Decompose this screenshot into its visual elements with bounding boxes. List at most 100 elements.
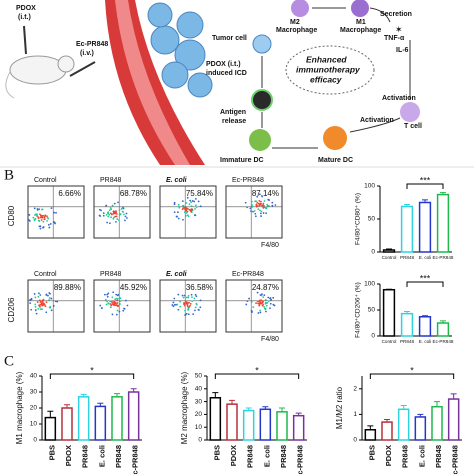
flow-event xyxy=(42,299,44,302)
flow-percent: 6.66% xyxy=(58,189,81,198)
flow-event xyxy=(34,217,37,220)
flow-event xyxy=(182,204,185,207)
flow-event xyxy=(114,298,117,301)
flow-event xyxy=(109,212,112,215)
flow-event xyxy=(50,309,53,312)
flow-event xyxy=(49,223,52,225)
flow-event xyxy=(267,296,270,299)
significance-label: * xyxy=(410,365,414,375)
flow-event xyxy=(260,299,263,302)
flow-percent: 36.58% xyxy=(186,283,213,292)
flow-event xyxy=(194,293,197,296)
bar xyxy=(226,403,238,441)
flow-event xyxy=(34,213,37,216)
flow-event xyxy=(43,303,46,306)
flow-percent: 89.88% xyxy=(54,283,81,292)
flow-event xyxy=(177,308,180,311)
flow-event xyxy=(185,202,188,204)
flow-event xyxy=(109,222,111,225)
bar xyxy=(418,316,432,337)
flow-event xyxy=(268,199,270,201)
diagram-art: ✶ xyxy=(5,0,420,165)
bar xyxy=(111,396,123,441)
flow-event xyxy=(102,214,105,217)
flow-event xyxy=(45,293,48,296)
syringe xyxy=(23,25,27,55)
diagram-label: Tumor cell xyxy=(212,35,247,42)
flow-event xyxy=(184,207,187,209)
flow-event xyxy=(123,213,125,216)
flow-event xyxy=(39,227,42,230)
panel-label: C xyxy=(4,353,14,369)
bar xyxy=(431,405,443,441)
flow-event xyxy=(251,206,254,208)
y-tick-label: 50 xyxy=(368,216,376,223)
flow-event xyxy=(113,212,116,215)
syringe xyxy=(69,61,96,77)
y-tick-label: 0 xyxy=(371,249,375,256)
flow-event xyxy=(54,300,57,303)
flow-event xyxy=(261,293,263,296)
bar xyxy=(364,429,377,441)
flow-event xyxy=(33,293,36,295)
flow-event xyxy=(185,212,188,214)
flow-event xyxy=(116,309,119,312)
flow-event xyxy=(125,217,128,219)
flow-event xyxy=(118,297,121,300)
flow-group: E. coli xyxy=(166,271,188,278)
significance-bracket xyxy=(406,281,444,287)
flow-event xyxy=(253,210,256,212)
significance-label: * xyxy=(90,365,94,375)
significance-bracket xyxy=(369,373,455,379)
flow-event xyxy=(244,201,247,204)
flow-event xyxy=(252,306,255,308)
flow-event xyxy=(262,300,264,303)
flow-event xyxy=(259,203,262,206)
flow-event xyxy=(38,208,40,211)
y-tick-label: 100 xyxy=(364,183,375,190)
flow-event xyxy=(259,209,261,212)
flow-event xyxy=(121,210,124,213)
flow-event xyxy=(115,211,117,214)
x-tick-label: PDOX xyxy=(229,445,238,466)
flow-event xyxy=(187,296,190,299)
flow-event xyxy=(37,216,40,219)
cytokine-icon: ✶ xyxy=(395,24,403,34)
flow-event xyxy=(198,309,200,311)
flow-event xyxy=(269,297,271,300)
flow-event xyxy=(124,215,127,218)
y-tick-label: 0 xyxy=(33,437,37,444)
flow-event xyxy=(41,216,44,219)
flow-event xyxy=(39,308,42,311)
flow-event xyxy=(184,314,187,317)
vessel-lumen xyxy=(115,0,190,165)
x-tick-label: PR848 xyxy=(401,445,410,468)
flow-event xyxy=(254,215,257,218)
flow-event xyxy=(40,208,43,211)
flow-event xyxy=(191,300,194,303)
flow-event xyxy=(125,299,127,302)
flow-event xyxy=(116,302,119,304)
flow-event xyxy=(111,296,114,299)
flow-event xyxy=(190,201,193,203)
flow-event xyxy=(119,303,121,305)
flow-event xyxy=(42,214,45,217)
flow-event xyxy=(34,308,37,311)
flow-group: E. coli xyxy=(166,177,188,184)
flow-event xyxy=(36,208,39,210)
flow-event xyxy=(252,210,254,213)
error-bar xyxy=(367,425,374,430)
flow-event xyxy=(112,210,115,213)
y-tick-label: 0 xyxy=(198,437,202,444)
flow-event xyxy=(46,216,49,219)
diagram-label: T cell xyxy=(404,123,422,130)
flow-event xyxy=(49,292,51,295)
flow-event xyxy=(173,201,176,204)
flow-event xyxy=(34,305,37,308)
diagram-label: Macrophage xyxy=(340,27,381,34)
flow-event xyxy=(37,307,40,310)
flow-percent: 24.87% xyxy=(252,283,279,292)
diagram-label: (i.v.) xyxy=(80,50,94,57)
bar xyxy=(436,193,450,253)
flow-event xyxy=(245,303,248,306)
